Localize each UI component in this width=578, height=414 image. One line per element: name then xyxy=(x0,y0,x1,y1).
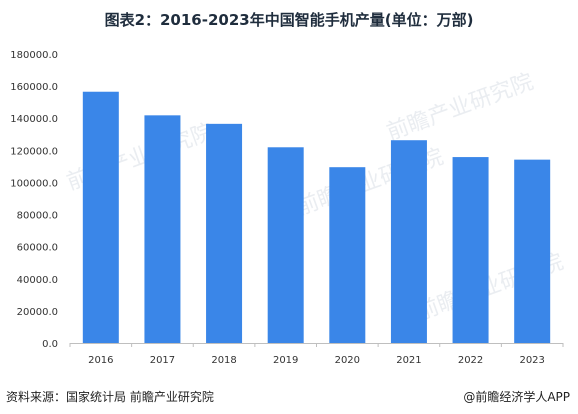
bar-layer xyxy=(82,91,551,344)
y-tick-label: 120000.0 xyxy=(10,146,58,157)
bar-2023 xyxy=(514,159,551,343)
x-tick-label: 2022 xyxy=(458,355,483,366)
bar-2020 xyxy=(329,167,366,343)
bar-2021 xyxy=(390,140,427,343)
bar-2016 xyxy=(82,91,119,343)
bar-2022 xyxy=(452,157,489,343)
x-tick-label: 2018 xyxy=(211,355,236,366)
bar-2019 xyxy=(267,147,304,343)
source-note: 资料来源：国家统计局 前瞻产业研究院 xyxy=(6,390,214,404)
brand-credit: @前瞻经济学人APP xyxy=(463,390,570,404)
y-tick-label: 20000.0 xyxy=(17,307,58,318)
x-tick-label: 2020 xyxy=(335,355,360,366)
y-tick-label: 60000.0 xyxy=(17,243,58,254)
watermark-text: 前瞻产业研究院 xyxy=(384,69,537,145)
axis-layer: 0.0 20000.0 40000.0 60000.0 80000.0 100000.0 1… xyxy=(10,50,564,366)
y-tick-label: 100000.0 xyxy=(10,178,58,189)
y-tick-label: 0.0 xyxy=(42,339,58,350)
chart-title: 图表2：2016-2023年中国智能手机产量(单位：万部) xyxy=(104,11,474,29)
y-tick-label: 80000.0 xyxy=(17,211,58,222)
x-tick-label: 2021 xyxy=(396,355,421,366)
x-tick-label: 2017 xyxy=(150,355,175,366)
y-tick-label: 160000.0 xyxy=(10,82,58,93)
y-tick-label: 180000.0 xyxy=(10,50,58,61)
y-tick-label: 140000.0 xyxy=(10,114,58,125)
bar-2017 xyxy=(144,115,181,344)
x-tick-label: 2019 xyxy=(273,355,298,366)
bar-2018 xyxy=(206,123,243,343)
y-tick-label: 40000.0 xyxy=(17,275,58,286)
x-tick-label: 2016 xyxy=(88,355,113,366)
x-tick-label: 2023 xyxy=(519,355,544,366)
